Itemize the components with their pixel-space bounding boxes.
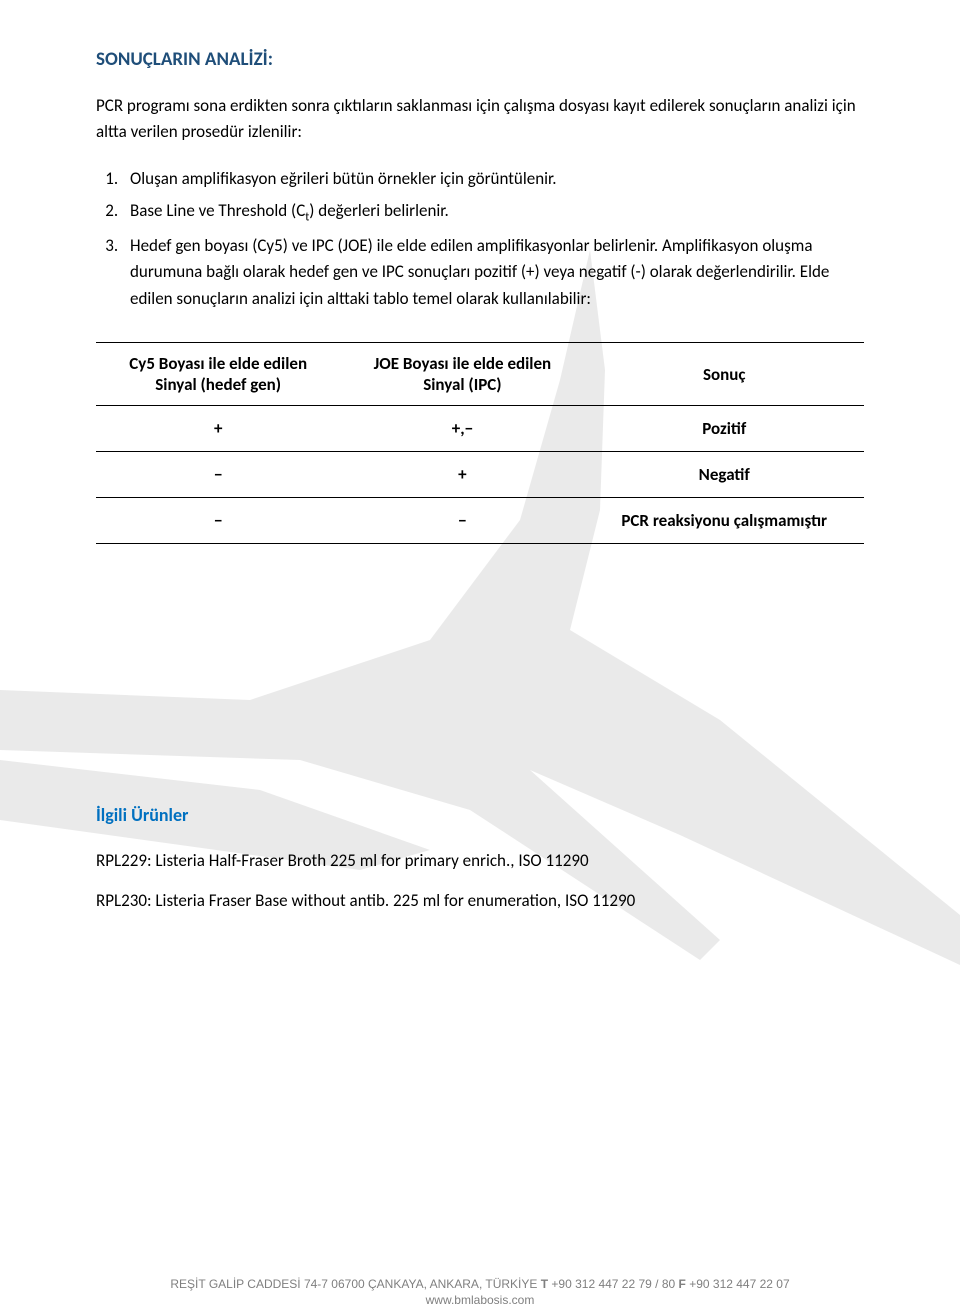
- step-2-post: ) değerleri belirlenir.: [309, 200, 449, 221]
- table-row: − − PCR reaksiyonu çalışmamıştır: [96, 498, 864, 544]
- related-item-1: RPL229: Listeria Half-Fraser Broth 225 m…: [96, 848, 864, 874]
- step-2: Base Line ve Threshold (Ct) değerleri be…: [122, 198, 864, 227]
- cell-r2-c2: +: [340, 452, 584, 498]
- steps-list: Oluşan amplifikasyon eğrileri bütün örne…: [96, 166, 864, 312]
- step-3: Hedef gen boyası (Cy5) ve IPC (JOE) ile …: [122, 233, 864, 312]
- cell-r3-c3: PCR reaksiyonu çalışmamıştır: [584, 498, 864, 544]
- footer-f-val: +90 312 447 22 07: [689, 1277, 789, 1291]
- cell-r3-c1: −: [96, 498, 340, 544]
- col2-header-line2: Sinyal (IPC): [423, 374, 501, 395]
- cell-r2-c3: Negatif: [584, 452, 864, 498]
- table-row: − + Negatif: [96, 452, 864, 498]
- footer-f-label: F: [679, 1277, 690, 1291]
- col2-header: JOE Boyası ile elde edilen Sinyal (IPC): [340, 343, 584, 406]
- col3-header: Sonuç: [584, 343, 864, 406]
- cell-r1-c2: +,−: [340, 406, 584, 452]
- footer-t-val: +90 312 447 22 79 / 80: [551, 1277, 678, 1291]
- related-item-2: RPL230: Listeria Fraser Base without ant…: [96, 888, 864, 914]
- step-1: Oluşan amplifikasyon eğrileri bütün örne…: [122, 166, 864, 192]
- cell-r3-c2: −: [340, 498, 584, 544]
- table-row: + +,− Pozitif: [96, 406, 864, 452]
- step-2-pre: Base Line ve Threshold (C: [130, 200, 305, 221]
- related-products-title: İlgili Ürünler: [96, 804, 864, 826]
- section-title: SONUÇLARIN ANALİZİ:: [96, 48, 864, 71]
- footer-url: www.bmlabosis.com: [426, 1293, 535, 1307]
- col1-header-line1: Cy5 Boyası ile elde edilen: [129, 353, 307, 374]
- results-table: Cy5 Boyası ile elde edilen Sinyal (hedef…: [96, 342, 864, 544]
- cell-r1-c1: +: [96, 406, 340, 452]
- footer-t-label: T: [541, 1277, 552, 1291]
- cell-r1-c3: Pozitif: [584, 406, 864, 452]
- footer-address: REŞİT GALİP CADDESİ 74-7 06700 ÇANKAYA, …: [170, 1277, 540, 1291]
- col1-header-line2: Sinyal (hedef gen): [155, 374, 281, 395]
- col2-header-line1: JOE Boyası ile elde edilen: [374, 353, 552, 374]
- intro-paragraph: PCR programı sona erdikten sonra çıktıla…: [96, 93, 864, 146]
- col1-header: Cy5 Boyası ile elde edilen Sinyal (hedef…: [96, 343, 340, 406]
- page-footer: REŞİT GALİP CADDESİ 74-7 06700 ÇANKAYA, …: [0, 1276, 960, 1308]
- cell-r2-c1: −: [96, 452, 340, 498]
